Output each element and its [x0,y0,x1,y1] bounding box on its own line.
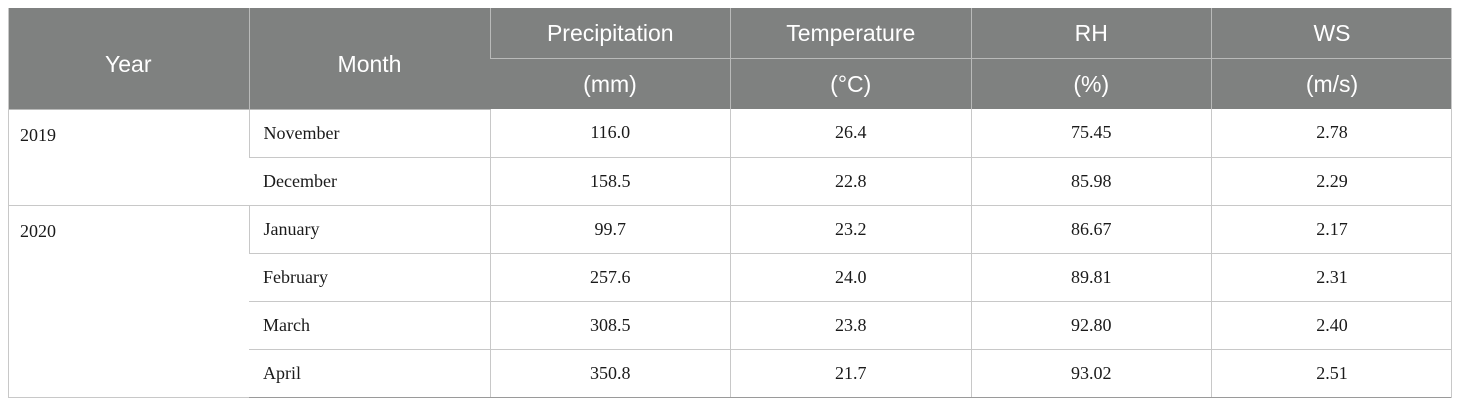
temperature-cell: 23.2 [730,205,971,254]
table-row: 2020 January 99.7 23.2 86.67 2.17 [8,205,1452,399]
header-precipitation: Precipitation [489,8,731,59]
table-row: March 308.5 23.8 92.80 2.40 [8,301,1452,350]
header-year: Year [8,8,249,110]
precipitation-cell: 350.8 [489,349,731,399]
table-row: 2019 November 116.0 26.4 75.45 2.78 [8,109,1452,206]
temperature-cell: 26.4 [730,109,971,158]
header-ws-unit: (m/s) [1211,58,1452,109]
month-cell: November [248,109,490,158]
header-month: Month [248,8,490,110]
precipitation-cell: 257.6 [489,253,731,302]
rh-cell: 75.45 [970,109,1212,158]
header-row-labels: Year Month Precipitation Temperature RH … [8,8,1452,110]
table-body: 2019 November 116.0 26.4 75.45 2.78 Dece… [8,109,1452,399]
table-row: April 350.8 21.7 93.02 2.51 [8,349,1452,399]
ws-cell: 2.51 [1211,349,1452,399]
rh-cell: 85.98 [970,157,1212,206]
precipitation-cell: 116.0 [489,109,731,158]
header-temperature: Temperature [730,8,971,59]
rh-cell: 93.02 [970,349,1212,399]
ws-cell: 2.29 [1211,157,1452,206]
month-cell: March [249,301,490,350]
temperature-cell: 24.0 [730,253,971,302]
precipitation-cell: 158.5 [489,157,731,206]
rh-cell: 89.81 [970,253,1212,302]
climate-data-table: Year Month Precipitation Temperature RH … [8,8,1452,399]
month-cell: February [249,253,490,302]
month-cell: December [249,157,490,206]
temperature-cell: 22.8 [730,157,971,206]
rh-cell: 92.80 [970,301,1212,350]
header-row-units: (mm) (°C) (%) (m/s) [8,58,1452,109]
ws-cell: 2.31 [1211,253,1452,302]
rh-cell: 86.67 [970,205,1212,254]
header-rh-unit: (%) [970,58,1212,109]
header-ws: WS [1211,8,1452,59]
table-row: February 257.6 24.0 89.81 2.31 [8,253,1452,302]
year-cell: 2020 [8,205,249,399]
header-rh: RH [970,8,1212,59]
month-cell: April [249,349,490,399]
ws-cell: 2.78 [1211,109,1452,158]
year-cell: 2019 [8,109,249,206]
temperature-cell: 21.7 [730,349,971,399]
header-temperature-unit: (°C) [730,58,971,109]
header-precipitation-unit: (mm) [490,58,731,109]
temperature-cell: 23.8 [730,301,971,350]
month-cell: January [248,205,490,254]
precipitation-cell: 99.7 [489,205,731,254]
table-row: December 158.5 22.8 85.98 2.29 [8,157,1452,206]
precipitation-cell: 308.5 [489,301,731,350]
ws-cell: 2.17 [1211,205,1452,254]
ws-cell: 2.40 [1211,301,1452,350]
table-header: Year Month Precipitation Temperature RH … [8,8,1452,110]
